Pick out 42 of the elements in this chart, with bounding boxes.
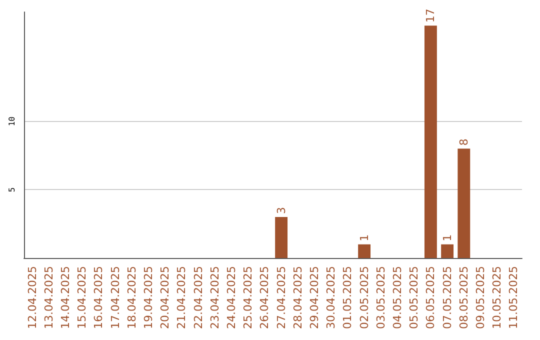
x-tick-label: 30.04.2025 — [324, 266, 338, 330]
x-tick-label: 26.04.2025 — [258, 266, 272, 330]
data-label: 1 — [440, 234, 454, 242]
x-tick-label: 06.05.2025 — [424, 266, 438, 330]
x-tick-label: 03.05.2025 — [374, 266, 388, 330]
x-tick-label: 23.04.2025 — [208, 266, 222, 330]
x-tick-label: 27.04.2025 — [274, 266, 288, 330]
bar — [441, 244, 454, 258]
x-tick-label: 21.04.2025 — [175, 266, 188, 330]
x-tick-label: 08.05.2025 — [457, 266, 470, 330]
x-tick-label: 28.04.2025 — [291, 266, 304, 330]
x-tick-label: 02.05.2025 — [358, 266, 371, 330]
bar — [358, 244, 371, 258]
x-tick-label: 15.04.2025 — [76, 266, 89, 330]
x-tick-label: 14.04.2025 — [59, 266, 72, 330]
x-tick-label: 01.05.2025 — [341, 266, 354, 330]
y-tick-label: 5 — [8, 187, 16, 192]
x-tick-label: 16.04.2025 — [92, 266, 106, 330]
x-tick-label: 20.04.2025 — [158, 266, 172, 330]
data-label: 17 — [424, 8, 438, 23]
x-tick-label: 09.05.2025 — [474, 266, 487, 330]
x-tick-label: 07.05.2025 — [440, 266, 454, 330]
x-tick-label: 11.05.2025 — [507, 266, 520, 330]
x-tick-label: 13.04.2025 — [42, 266, 56, 330]
x-tick-label: 17.04.2025 — [108, 266, 122, 330]
x-tick-label: 18.04.2025 — [125, 266, 138, 330]
data-label: 8 — [457, 138, 470, 146]
data-label: 1 — [358, 234, 371, 242]
x-tick-label: 19.04.2025 — [142, 266, 155, 330]
x-tick-label: 04.05.2025 — [391, 266, 404, 330]
x-tick-label: 29.04.2025 — [308, 266, 321, 330]
bar — [458, 148, 470, 258]
y-tick-label: 10 — [8, 116, 16, 126]
bar — [275, 217, 288, 258]
bar — [424, 26, 437, 258]
x-tick-label: 05.05.2025 — [408, 266, 421, 330]
x-tick-label: 22.04.2025 — [192, 266, 205, 330]
x-tick-label: 24.04.2025 — [225, 266, 238, 330]
x-tick-label: 25.04.2025 — [242, 266, 255, 330]
x-tick-label: 10.05.2025 — [490, 266, 504, 330]
x-tick-label: 12.04.2025 — [26, 266, 39, 330]
data-label: 3 — [274, 207, 288, 214]
